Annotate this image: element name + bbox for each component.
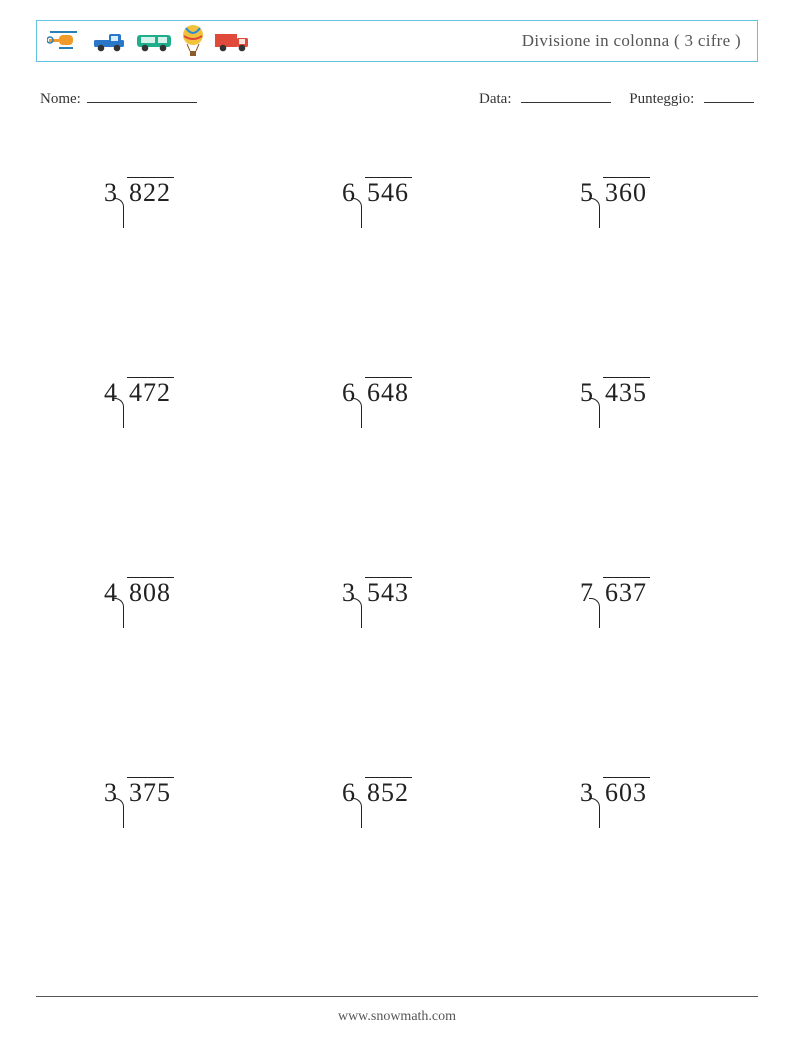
score-blank[interactable]: [704, 88, 754, 103]
division-problem: 5360: [580, 178, 650, 208]
truck-icon: [213, 28, 251, 54]
division-problem: 6546: [342, 178, 412, 208]
helicopter-icon: [47, 28, 83, 54]
info-row: Nome: Data: Punteggio:: [40, 88, 754, 108]
problem-cell: 3822: [40, 150, 278, 350]
problem-cell: 4808: [40, 550, 278, 750]
division-problem: 7637: [580, 578, 650, 608]
dividend: 375: [127, 777, 174, 807]
problem-cell: 4472: [40, 350, 278, 550]
division-problem: 4472: [104, 378, 174, 408]
problem-cell: 5435: [516, 350, 754, 550]
dividend: 852: [365, 777, 412, 807]
score-label: Punteggio:: [629, 91, 694, 107]
division-problem: 5435: [580, 378, 650, 408]
problem-cell: 3543: [278, 550, 516, 750]
dividend: 472: [127, 377, 174, 407]
balloon-icon: [181, 24, 205, 58]
date-label: Data:: [479, 91, 511, 107]
footer-divider: [36, 996, 758, 997]
dividend: 648: [365, 377, 412, 407]
division-problem: 3375: [104, 778, 174, 808]
division-problem: 6648: [342, 378, 412, 408]
date-blank[interactable]: [521, 88, 611, 103]
problems-grid: 3822 6546 5360 4472 6648 5435: [40, 150, 754, 950]
dividend: 822: [127, 177, 174, 207]
date-field: Data:: [479, 88, 611, 108]
division-problem: 3822: [104, 178, 174, 208]
dividend: 435: [603, 377, 650, 407]
worksheet-page: Divisione in colonna ( 3 cifre ) Nome: D…: [0, 0, 794, 1053]
header-bar: Divisione in colonna ( 3 cifre ): [36, 20, 758, 62]
header-icons: [47, 24, 251, 58]
dividend: 543: [365, 577, 412, 607]
name-field: Nome:: [40, 88, 197, 108]
problem-cell: 6546: [278, 150, 516, 350]
problem-cell: 6648: [278, 350, 516, 550]
name-blank[interactable]: [87, 88, 197, 103]
problem-cell: 7637: [516, 550, 754, 750]
problem-cell: 3603: [516, 750, 754, 950]
worksheet-title: Divisione in colonna ( 3 cifre ): [522, 31, 741, 51]
dividend: 603: [603, 777, 650, 807]
dividend: 808: [127, 577, 174, 607]
division-problem: 3543: [342, 578, 412, 608]
dividend: 546: [365, 177, 412, 207]
name-label: Nome:: [40, 91, 81, 108]
dividend: 637: [603, 577, 650, 607]
footer-url: www.snowmath.com: [0, 1009, 794, 1025]
division-problem: 3603: [580, 778, 650, 808]
division-problem: 4808: [104, 578, 174, 608]
problem-cell: 6852: [278, 750, 516, 950]
division-problem: 6852: [342, 778, 412, 808]
van-icon: [135, 28, 173, 54]
score-field: Punteggio:: [629, 88, 754, 108]
problem-cell: 3375: [40, 750, 278, 950]
dividend: 360: [603, 177, 650, 207]
pickup-icon: [91, 28, 127, 54]
problem-cell: 5360: [516, 150, 754, 350]
